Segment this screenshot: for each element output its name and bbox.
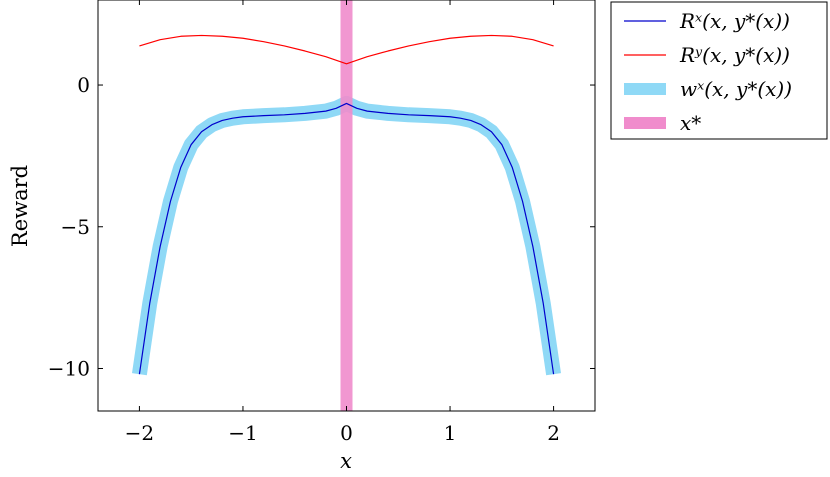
series-line-ry: [139, 34, 554, 65]
legend-label: x*: [680, 111, 701, 135]
legend-box: [610, 1, 828, 140]
x-tick-label: −1: [228, 421, 257, 445]
x-tick-label: −2: [125, 421, 154, 445]
x-tick-label: 1: [444, 421, 457, 445]
legend-swatch: [624, 83, 666, 95]
series-line-rx: [138, 102, 555, 375]
y-axis-label: Reward: [8, 165, 32, 247]
legend-label: Rˣ(x, y*(x)): [679, 9, 790, 33]
x-tick-label: 0: [340, 421, 353, 445]
y-tick-label: 0: [77, 73, 90, 97]
x-tick-label: 2: [547, 421, 560, 445]
series-band-xstar: [340, 0, 353, 411]
y-tick-label: −10: [48, 356, 90, 380]
legend-label: Rʸ(x, y*(x)): [679, 43, 790, 67]
legend: Rˣ(x, y*(x)) Rʸ(x, y*(x)) wˣ(x, y*(x)) x*: [610, 1, 828, 140]
x-axis-label: x: [340, 449, 352, 473]
legend-label: wˣ(x, y*(x)): [680, 77, 792, 101]
y-tick-label: −5: [61, 215, 90, 239]
legend-swatch: [624, 117, 666, 129]
